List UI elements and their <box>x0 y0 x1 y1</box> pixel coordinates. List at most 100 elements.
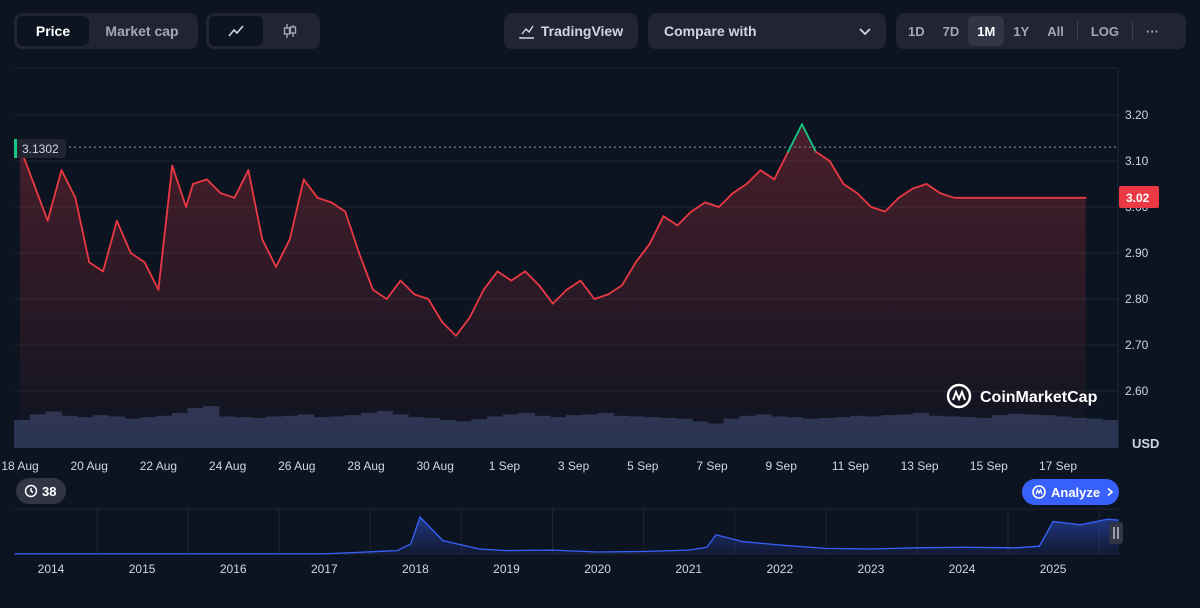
overview-x-tick-label: 2025 <box>1040 562 1067 576</box>
currency-label: USD <box>1132 436 1159 451</box>
chart-trend-icon <box>519 25 534 39</box>
price-segment <box>330 201 347 213</box>
tradingview-button[interactable]: TradingView <box>504 13 638 49</box>
range-1d[interactable]: 1D <box>908 23 925 39</box>
volume-bar <box>1102 420 1119 448</box>
price-segment <box>441 321 457 337</box>
log-scale-toggle[interactable]: LOG <box>1090 23 1120 39</box>
x-tick-label: 9 Sep <box>766 459 798 473</box>
price-segment <box>496 270 513 282</box>
x-tick-label: 1 Sep <box>489 459 521 473</box>
toolbar-divider <box>1132 21 1134 41</box>
price-segment <box>219 192 236 199</box>
price-segment <box>102 219 118 273</box>
overview-x-tick-label: 2014 <box>38 562 65 576</box>
overview-x-tick-label: 2021 <box>675 562 702 576</box>
price-segment <box>157 164 174 291</box>
price-segment <box>275 238 291 268</box>
price-segment <box>773 150 790 181</box>
price-segment <box>88 261 104 273</box>
price-segment <box>74 196 91 264</box>
price-segment <box>261 238 277 268</box>
compare-dropdown[interactable]: Compare with <box>648 13 886 49</box>
overview-x-tick-label: 2024 <box>949 562 976 576</box>
range-all[interactable]: All <box>1047 23 1064 39</box>
price-segment <box>344 210 360 254</box>
overview-x-tick-label: 2023 <box>858 562 885 576</box>
chevron-down-icon <box>859 28 871 36</box>
overview-x-tick-label: 2016 <box>220 562 247 576</box>
price-segment <box>385 279 402 300</box>
events-count: 38 <box>42 483 57 499</box>
line-chart-button[interactable] <box>209 16 263 46</box>
price-segment <box>129 252 146 264</box>
price-segment <box>704 201 720 208</box>
current-price-label: 3.02 <box>1126 191 1150 205</box>
price-segment <box>205 178 222 195</box>
price-segment <box>399 279 416 296</box>
price-segment <box>579 279 596 300</box>
price-segment <box>828 160 845 185</box>
y-axis: 2.602.702.802.903.003.103.20 <box>1125 108 1149 398</box>
more-options-button[interactable]: ··· <box>1146 23 1160 39</box>
x-tick-label: 3 Sep <box>558 459 590 473</box>
overview-x-axis: 2014 2015 2016 2017 2018 2019 2020 2021 2022 2023… <box>38 562 1067 576</box>
overview-x-tick-label: 2022 <box>766 562 793 576</box>
overview-line <box>14 515 1119 555</box>
x-tick-label: 7 Sep <box>696 459 728 473</box>
price-segment <box>884 196 900 213</box>
history-icon <box>24 484 38 498</box>
price-segment <box>427 298 444 323</box>
x-tick-label: 18 Aug <box>1 459 38 473</box>
price-segment <box>648 215 665 245</box>
price-segment <box>565 279 582 291</box>
events-button[interactable]: 38 <box>16 478 66 504</box>
tradingview-label: TradingView <box>540 23 624 39</box>
price-segment <box>814 150 831 162</box>
analyze-label: Analyze <box>1051 484 1101 500</box>
chevron-right-icon <box>1107 487 1114 497</box>
price-segment <box>171 164 187 208</box>
analyze-icon <box>1032 485 1046 499</box>
y-tick-label: 3.10 <box>1125 154 1149 168</box>
y-tick-label: 2.60 <box>1125 384 1149 398</box>
price-segment <box>288 178 305 241</box>
price-segment <box>192 178 208 185</box>
watermark-text: CoinMarketCap <box>980 389 1098 406</box>
coinmarketcap-logo <box>946 383 972 409</box>
price-segment <box>372 288 388 300</box>
x-axis: 18 Aug 20 Aug 22 Aug 24 Aug 26 Aug 28 Aug 30 A… <box>1 459 1077 473</box>
price-segment <box>634 242 651 264</box>
metric-toggle: Price Market cap <box>14 13 198 49</box>
current-price-tag <box>1119 186 1159 208</box>
range-1m[interactable]: 1M <box>968 16 1005 46</box>
price-segment <box>233 169 250 199</box>
price-segment <box>455 316 471 337</box>
tab-price[interactable]: Price <box>17 16 89 46</box>
price-segment <box>185 183 194 208</box>
range-7d[interactable]: 7D <box>942 23 960 39</box>
overview-x-tick-label: 2015 <box>129 562 156 576</box>
x-tick-label: 5 Sep <box>627 459 659 473</box>
price-segment <box>870 206 886 213</box>
analyze-button[interactable]: Analyze <box>1022 479 1119 505</box>
overview-x-tick-label: 2020 <box>584 562 611 576</box>
range-1y[interactable]: 1Y <box>1013 23 1030 39</box>
chart-type-toggle <box>206 13 320 49</box>
price-segment <box>538 284 554 305</box>
x-tick-label: 11 Sep <box>832 459 869 473</box>
price-segment <box>745 169 762 185</box>
x-tick-label: 26 Aug <box>278 459 315 473</box>
overview-area <box>14 517 1119 554</box>
time-range-toggle: 1D 7D 1M 1Y All LOG ··· <box>896 13 1186 49</box>
compare-label: Compare with <box>664 23 757 39</box>
candlestick-button[interactable] <box>263 16 317 46</box>
price-segment <box>115 219 132 254</box>
tab-market-cap[interactable]: Market cap <box>105 23 179 39</box>
price-segment <box>690 201 706 213</box>
price-segment <box>358 252 374 291</box>
price-segment <box>482 270 499 291</box>
line-chart-icon <box>228 25 244 37</box>
overview-selection-handle[interactable] <box>1109 522 1123 544</box>
